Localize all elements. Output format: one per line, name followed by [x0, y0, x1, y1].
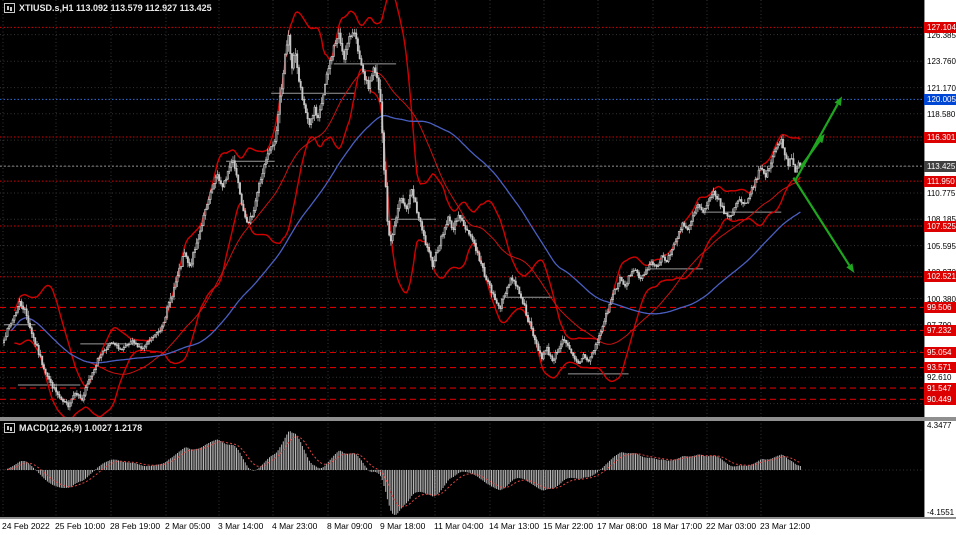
- time-axis-label: 3 Mar 14:00: [218, 521, 264, 531]
- time-axis-label: 4 Mar 23:00: [272, 521, 318, 531]
- price-axis-label: 92.610: [927, 373, 952, 383]
- price-badge-red: 93.571: [924, 362, 956, 374]
- time-axis-label: 28 Feb 19:00: [110, 521, 161, 531]
- symbol-ohlc-text: XTIUSD.s,H1 113.092 113.579 112.927 113.…: [19, 3, 212, 13]
- time-axis-label: 25 Feb 10:00: [55, 521, 106, 531]
- macd-bottom-border: [0, 517, 956, 519]
- blue-moving-average: [10, 115, 801, 364]
- time-axis-label: 18 Mar 17:00: [652, 521, 703, 531]
- price-badge-red: 95.054: [924, 347, 956, 358]
- price-badge-current: 113.425: [924, 160, 956, 172]
- price-badge-red: 111.950: [924, 175, 956, 187]
- time-axis-label: 8 Mar 09:00: [327, 521, 373, 531]
- price-badge-red: 91.547: [924, 382, 956, 394]
- bear-candle-bodies: [20, 32, 802, 408]
- time-axis-label: 24 Feb 2022: [2, 521, 50, 531]
- macd-indicator-plot: [0, 431, 923, 515]
- bollinger-lower-band: [14, 68, 801, 417]
- price-axis-background: [924, 0, 956, 519]
- trend-arrow-shaft: [799, 140, 821, 169]
- bull-candle-bodies: [3, 32, 800, 408]
- price-badge-red: 99.506: [924, 301, 956, 313]
- price-badge-red: 97.232: [924, 324, 956, 336]
- price-axis-label: 118.580: [927, 109, 956, 119]
- time-axis-label: 14 Mar 13:00: [489, 521, 540, 531]
- trend-arrow-annotations[interactable]: [792, 96, 855, 273]
- price-axis[interactable]: 126.385 123.760 121.170 118.580 110.775 108.1…: [924, 0, 956, 519]
- trend-arrow-shaft: [792, 177, 851, 266]
- time-axis[interactable]: 24 Feb 2022 25 Feb 10:00 28 Feb 19:00 2 Mar…: [0, 519, 956, 535]
- panel-splitter: [0, 417, 956, 421]
- candles-and-indicators: [3, 0, 802, 417]
- price-level-lines: [0, 26, 923, 400]
- price-badge-blue: 120.005: [924, 93, 956, 105]
- chart-subwindow-icon: [4, 3, 15, 13]
- price-axis-label: 123.760: [927, 57, 956, 67]
- price-axis-label: 121.170: [927, 83, 956, 93]
- price-axis-label: 100.380: [927, 294, 956, 304]
- macd-histogram: [5, 431, 801, 515]
- price-badge-red: 90.449: [924, 393, 956, 405]
- time-axis-label: 17 Mar 08:00: [597, 521, 648, 531]
- time-axis-label: 9 Mar 18:00: [380, 521, 426, 531]
- trend-arrow-head: [834, 96, 842, 106]
- red-moving-average: [10, 70, 801, 375]
- macd-axis-min-label: -4.1551: [927, 508, 955, 517]
- price-axis-label: 110.775: [927, 189, 956, 198]
- trend-arrow-head: [846, 263, 855, 273]
- price-badge-red: 107.525: [924, 220, 956, 232]
- price-axis-label: 126.385: [927, 30, 956, 40]
- price-axis-border: [924, 0, 925, 519]
- price-axis-label: 108.185: [927, 215, 956, 224]
- time-axis-label: 15 Mar 22:00: [543, 521, 594, 531]
- price-axis-label: 105.595: [927, 241, 956, 251]
- time-axis-label: 2 Mar 05:00: [165, 521, 211, 531]
- price-badge-red: 127.104: [924, 21, 956, 33]
- price-badge-red: 102.521: [924, 271, 956, 283]
- macd-label-text: MACD(12,26,9) 1.0027 1.2178: [19, 423, 143, 433]
- bollinger-upper-band: [13, 0, 801, 388]
- symbol-ohlc-line: XTIUSD.s,H1 113.092 113.579 112.927 113.…: [4, 3, 212, 13]
- time-axis-label: 23 Mar 12:00: [760, 521, 811, 531]
- macd-label-line: MACD(12,26,9) 1.0027 1.2178: [4, 423, 142, 433]
- price-badge-red: 116.301: [924, 131, 956, 143]
- time-axis-background: [0, 519, 956, 535]
- trend-arrow-head: [816, 133, 825, 144]
- trend-arrow-shaft: [794, 103, 839, 182]
- time-axis-label: 22 Mar 03:00: [706, 521, 757, 531]
- time-axis-label: 11 Mar 04:00: [434, 521, 484, 531]
- macd-axis-max-label: 4.3477: [927, 421, 952, 430]
- macd-subwindow-icon: [4, 423, 15, 433]
